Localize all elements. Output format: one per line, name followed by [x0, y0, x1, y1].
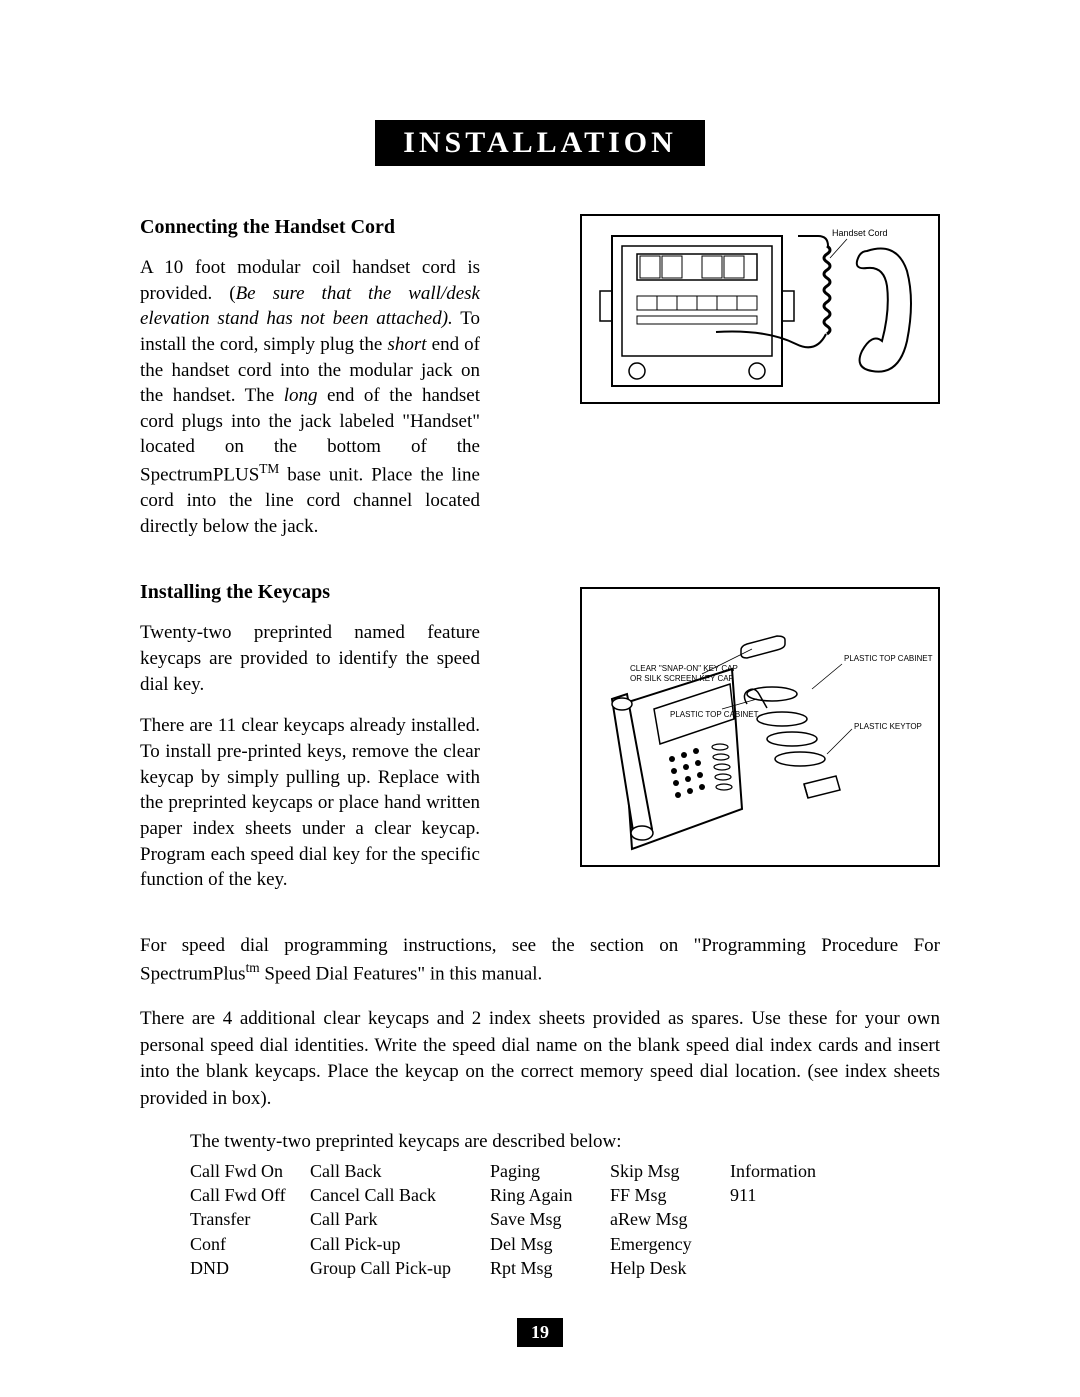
- keycaps-heading: Installing the Keycaps: [140, 579, 480, 606]
- keycap-cell: Cancel Call Back: [310, 1183, 490, 1207]
- svg-text:CLEAR "SNAP-ON" KEY CAP: CLEAR "SNAP-ON" KEY CAP: [630, 664, 738, 673]
- trademark: tm: [246, 960, 260, 975]
- svg-text:OR SILK SCREEN KEY CAP: OR SILK SCREEN KEY CAP: [630, 674, 734, 683]
- keycap-cell: Group Call Pick-up: [310, 1256, 490, 1280]
- handset-cord-paragraph: A 10 foot modular coil handset cord is p…: [140, 255, 480, 539]
- keycap-cell: Call Fwd Off: [190, 1183, 310, 1207]
- keycap-cell: Transfer: [190, 1207, 310, 1231]
- svg-text:PLASTIC TOP CABINET: PLASTIC TOP CABINET: [844, 654, 933, 663]
- page-number: 19: [0, 1318, 1080, 1347]
- keycap-cell: Ring Again: [490, 1183, 610, 1207]
- full-width-text: For speed dial programming instructions,…: [140, 933, 940, 1113]
- text-run: Speed Dial Features" in this manual.: [260, 964, 543, 985]
- keycap-cell: Call Park: [310, 1207, 490, 1231]
- keycap-cell: Paging: [490, 1159, 610, 1183]
- keycap-intro: The twenty-two preprinted keycaps are de…: [140, 1131, 940, 1153]
- handset-cord-label: Handset Cord: [832, 228, 888, 238]
- section-handset-cord: Connecting the Handset Cord A 10 foot mo…: [140, 214, 940, 555]
- svg-text:PLASTIC KEYTOP: PLASTIC KEYTOP: [854, 722, 922, 731]
- programming-reference: For speed dial programming instructions,…: [140, 933, 940, 989]
- keycap-cell: DND: [190, 1256, 310, 1280]
- section-keycaps: Installing the Keycaps Twenty-two prepri…: [140, 579, 940, 908]
- text-italic: short: [387, 334, 426, 355]
- keycap-cell: Information: [730, 1159, 850, 1183]
- text-italic: long: [284, 385, 318, 406]
- keycaps-paragraph-1: Twenty-two preprinted named feature keyc…: [140, 620, 480, 697]
- keycap-col-5: Information 911: [730, 1159, 850, 1280]
- keycap-cell: Call Back: [310, 1159, 490, 1183]
- keycaps-illustration: CLEAR "SNAP-ON" KEY CAP OR SILK SCREEN K…: [580, 587, 940, 867]
- handset-cord-text: Connecting the Handset Cord A 10 foot mo…: [140, 214, 480, 555]
- svg-text:PLASTIC TOP CABINET: PLASTIC TOP CABINET: [670, 710, 759, 719]
- installation-title: INSTALLATION: [375, 120, 705, 166]
- page-number-value: 19: [517, 1318, 563, 1347]
- keycap-cell: Skip Msg: [610, 1159, 730, 1183]
- keycap-cell: Conf: [190, 1232, 310, 1256]
- handset-cord-illustration: Handset Cord: [580, 214, 940, 404]
- keycap-cell: Del Msg: [490, 1232, 610, 1256]
- keycap-cell: Emergency: [610, 1232, 730, 1256]
- keycap-cell: aRew Msg: [610, 1207, 730, 1231]
- keycap-col-3: Paging Ring Again Save Msg Del Msg Rpt M…: [490, 1159, 610, 1280]
- keycap-cell: Save Msg: [490, 1207, 610, 1231]
- keycap-cell: Call Pick-up: [310, 1232, 490, 1256]
- trademark: TM: [259, 461, 279, 476]
- document-page: INSTALLATION Connecting the Handset Cord…: [0, 0, 1080, 1397]
- keycap-table: Call Fwd On Call Fwd Off Transfer Conf D…: [140, 1159, 940, 1280]
- handset-cord-heading: Connecting the Handset Cord: [140, 214, 480, 241]
- keycap-cell: Rpt Msg: [490, 1256, 610, 1280]
- keycap-cell: Call Fwd On: [190, 1159, 310, 1183]
- keycaps-text: Installing the Keycaps Twenty-two prepri…: [140, 579, 480, 908]
- keycap-cell: Help Desk: [610, 1256, 730, 1280]
- keycap-col-1: Call Fwd On Call Fwd Off Transfer Conf D…: [190, 1159, 310, 1280]
- keycap-col-2: Call Back Cancel Call Back Call Park Cal…: [310, 1159, 490, 1280]
- keycap-col-4: Skip Msg FF Msg aRew Msg Emergency Help …: [610, 1159, 730, 1280]
- keycap-cell: 911: [730, 1183, 850, 1207]
- keycaps-paragraph-2: There are 11 clear keycaps already insta…: [140, 713, 480, 892]
- spares-paragraph: There are 4 additional clear keycaps and…: [140, 1006, 940, 1112]
- keycap-cell: FF Msg: [610, 1183, 730, 1207]
